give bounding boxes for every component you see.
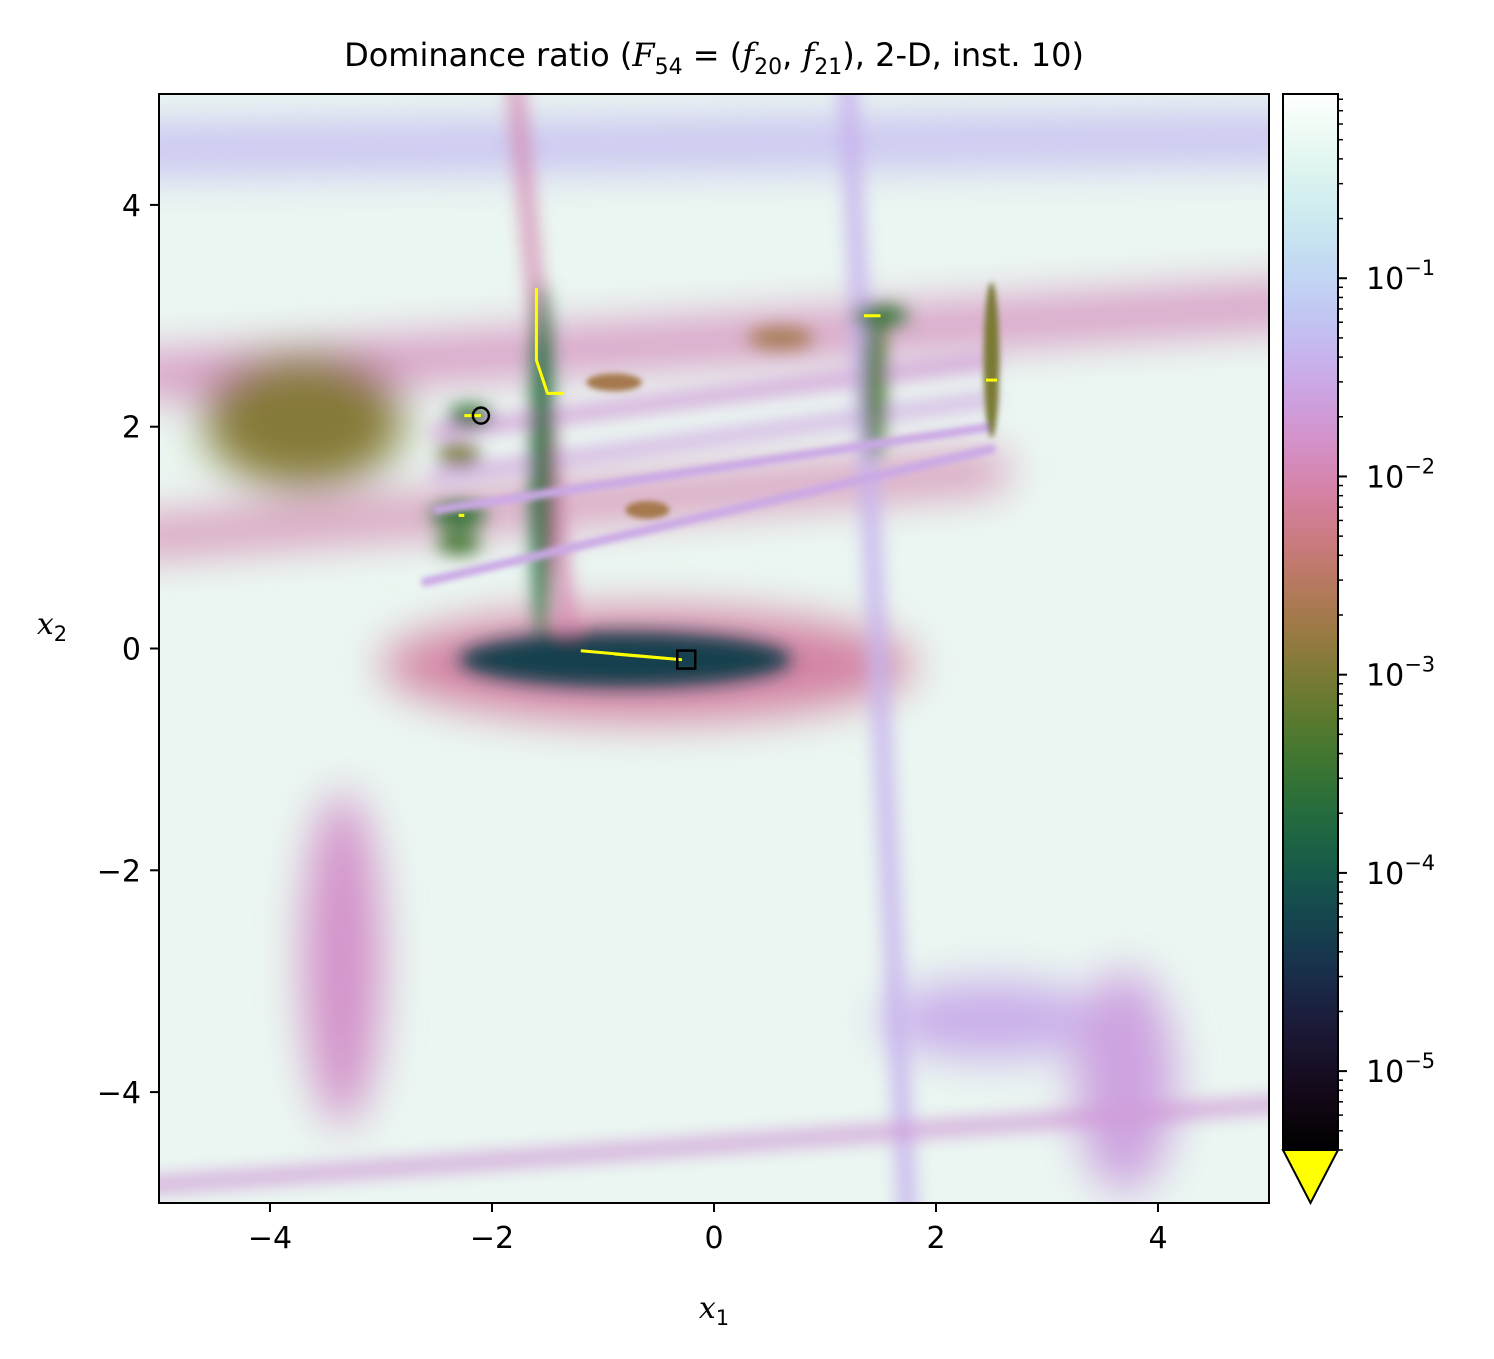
heatmap-plot bbox=[159, 94, 1269, 1203]
heatmap-band bbox=[159, 116, 1269, 172]
y-tick-label: −4 bbox=[97, 1076, 141, 1111]
heatmap-blob bbox=[203, 354, 404, 488]
colorbar-ticks: 10−1 10−2 10−3 10−4 10−5 bbox=[1338, 98, 1435, 1151]
heatmap-blob bbox=[863, 304, 887, 460]
colorbar-extend-min-triangle bbox=[1281, 1149, 1340, 1206]
heatmap-blob bbox=[625, 501, 670, 519]
heatmap-band bbox=[432, 422, 996, 515]
y-tick-label: −2 bbox=[97, 854, 141, 889]
y-tick-label: 2 bbox=[122, 411, 141, 446]
heatmap-blob bbox=[303, 792, 381, 1126]
colorbar-gradient bbox=[1283, 94, 1338, 1150]
colorbar-tick-label: 10−5 bbox=[1366, 1049, 1435, 1090]
x-tick-label: −2 bbox=[470, 1221, 514, 1256]
heatmap-band bbox=[159, 1098, 1269, 1192]
below-min-region bbox=[534, 288, 565, 395]
y-tick-label: 4 bbox=[122, 189, 141, 224]
x-tick-label: 2 bbox=[926, 1221, 945, 1256]
y-axis-label: x2 bbox=[37, 607, 67, 646]
below-min-region bbox=[580, 649, 683, 662]
y-tick-label: 0 bbox=[122, 633, 141, 668]
heatmap-band bbox=[429, 353, 999, 439]
heatmap-band bbox=[420, 444, 996, 587]
colorbar-frame bbox=[1282, 93, 1339, 1151]
y-axis-ticks: 4 2 0 −2 −4 bbox=[97, 189, 159, 1111]
colorbar: 10−1 10−2 10−3 10−4 10−5 bbox=[1281, 93, 1435, 1206]
heatmap-blob bbox=[436, 443, 481, 466]
circle-marker bbox=[471, 406, 491, 425]
x-tick-label: −4 bbox=[248, 1221, 292, 1256]
colorbar-tick-label: 10−2 bbox=[1366, 454, 1435, 495]
x-axis-label: x1 bbox=[699, 1291, 729, 1330]
heatmap-blob bbox=[880, 981, 1103, 1059]
heatmap-blob bbox=[1074, 970, 1175, 1192]
heatmap-blob bbox=[458, 631, 792, 688]
heatmap-blob bbox=[530, 282, 554, 638]
heatmap-blob bbox=[747, 326, 814, 350]
x-axis-ticks: −4 −2 0 2 4 bbox=[248, 1203, 1168, 1256]
heatmap-blob bbox=[586, 373, 642, 392]
heatmap-blob bbox=[436, 532, 481, 555]
heatmap-blob bbox=[983, 282, 1000, 438]
chart-title: Dominance ratio (F54 = (f20, f21), 2-D, … bbox=[344, 36, 1084, 80]
colorbar-tick-label: 10−3 bbox=[1366, 653, 1435, 694]
x-tick-label: 4 bbox=[1148, 1221, 1167, 1256]
x-tick-label: 0 bbox=[704, 1221, 723, 1256]
square-marker bbox=[676, 649, 697, 670]
heatmap-band bbox=[840, 94, 916, 1203]
colorbar-tick-label: 10−4 bbox=[1366, 851, 1435, 892]
colorbar-tick-label: 10−1 bbox=[1366, 256, 1435, 297]
heatmap-band bbox=[430, 393, 998, 483]
